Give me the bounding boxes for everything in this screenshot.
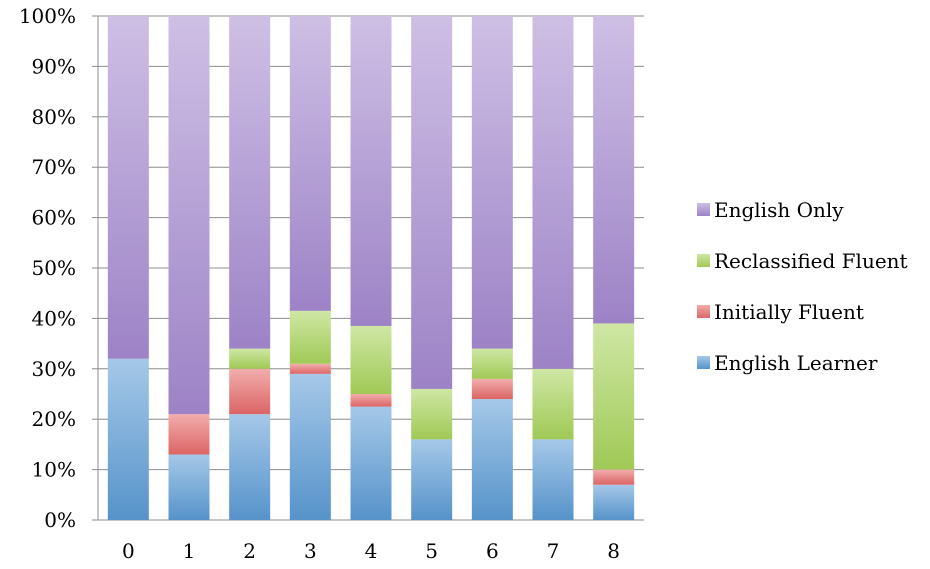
legend-label: English Only xyxy=(714,198,844,222)
x-tick-label: 5 xyxy=(425,539,438,563)
bar-reclassified-fluent-8 xyxy=(593,323,635,470)
legend-swatch xyxy=(697,356,710,369)
legend-swatch xyxy=(697,254,710,267)
y-tick-label: 90% xyxy=(32,54,76,78)
legend-item-english-learner: English Learner xyxy=(697,351,878,375)
legend-label: English Learner xyxy=(714,351,878,375)
y-tick-label: 100% xyxy=(19,4,76,28)
axes xyxy=(92,15,99,521)
x-tick-label: 4 xyxy=(365,539,378,563)
bar-initially-fluent-6 xyxy=(471,378,513,400)
x-tick-labels: 0 1 2 3 4 5 6 7 8 xyxy=(122,539,620,563)
legend-label: Initially Fluent xyxy=(714,300,864,324)
bar-reclassified-fluent-2 xyxy=(229,348,271,369)
y-tick-label: 0% xyxy=(44,508,76,532)
legend-item-reclassified-fluent: Reclassified Fluent xyxy=(697,249,908,273)
y-tick-label: 50% xyxy=(32,256,76,280)
bar-reclassified-fluent-5 xyxy=(411,388,453,440)
y-tick-label: 30% xyxy=(32,357,76,381)
legend: English Only Reclassified Fluent Initially… xyxy=(697,198,908,375)
bar-english-only-6 xyxy=(471,16,513,349)
x-tick-label: 2 xyxy=(243,539,256,563)
bar-reclassified-fluent-3 xyxy=(289,310,331,364)
bar-english-learner-5 xyxy=(411,439,453,520)
y-tick-label: 40% xyxy=(32,306,76,330)
bar-english-learner-1 xyxy=(168,454,210,520)
bar-english-learner-0 xyxy=(107,358,149,520)
bar-initially-fluent-8 xyxy=(593,469,635,485)
y-tick-label: 20% xyxy=(32,407,76,431)
bar-english-learner-6 xyxy=(471,399,513,520)
bar-english-only-3 xyxy=(289,16,331,311)
bar-reclassified-fluent-7 xyxy=(532,368,574,440)
legend-swatch xyxy=(697,305,710,318)
bar-reclassified-fluent-6 xyxy=(471,348,513,379)
bar-english-only-7 xyxy=(532,16,574,369)
legend-swatch xyxy=(697,203,710,216)
bars xyxy=(107,16,635,520)
x-tick-label: 6 xyxy=(486,539,499,563)
bar-initially-fluent-2 xyxy=(229,368,271,415)
x-tick-label: 0 xyxy=(122,539,135,563)
bar-english-only-0 xyxy=(107,16,149,359)
legend-label: Reclassified Fluent xyxy=(714,249,908,273)
bar-english-only-5 xyxy=(411,16,453,389)
bar-english-learner-4 xyxy=(350,406,392,520)
y-tick-label: 60% xyxy=(32,206,76,230)
legend-item-english-only: English Only xyxy=(697,198,844,222)
x-tick-label: 1 xyxy=(183,539,196,563)
bar-english-only-8 xyxy=(593,16,635,324)
x-tick-label: 8 xyxy=(607,539,620,563)
y-tick-labels: 0% 10% 20% 30% 40% 50% 60% 70% 80% 90% 100% xyxy=(19,4,76,532)
x-tick-label: 3 xyxy=(304,539,317,563)
bar-english-learner-7 xyxy=(532,439,574,520)
bar-initially-fluent-1 xyxy=(168,414,210,455)
y-tick-label: 70% xyxy=(32,155,76,179)
bar-english-only-1 xyxy=(168,16,210,415)
y-tick-label: 10% xyxy=(32,458,76,482)
bar-english-learner-3 xyxy=(289,373,331,520)
bar-initially-fluent-3 xyxy=(289,363,331,374)
legend-item-initially-fluent: Initially Fluent xyxy=(697,300,864,324)
y-tick-label: 80% xyxy=(32,105,76,129)
x-tick-label: 7 xyxy=(547,539,560,563)
bar-english-only-2 xyxy=(229,16,271,349)
bar-reclassified-fluent-4 xyxy=(350,325,392,394)
bar-english-learner-2 xyxy=(229,414,271,520)
bar-english-only-4 xyxy=(350,16,392,326)
bar-english-learner-8 xyxy=(593,484,635,520)
bar-initially-fluent-4 xyxy=(350,394,392,407)
